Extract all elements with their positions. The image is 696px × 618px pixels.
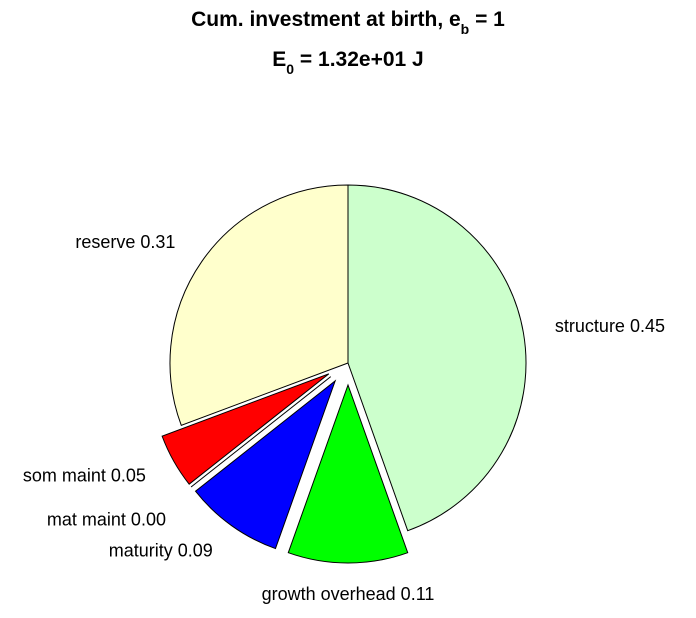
slice-label-structure: structure 0.45	[555, 316, 665, 336]
title-1-text: Cum. investment at birth, e	[191, 8, 461, 31]
pie-slice-maturity	[194, 379, 337, 550]
slice-label-som-maint: som maint 0.05	[23, 466, 146, 486]
chart-title-line-2: E0 = 1.32e+01 J	[0, 48, 696, 77]
slice-label-growth-overhead: growth overhead 0.11	[262, 584, 435, 604]
pie-slice-mat-maint	[190, 376, 332, 488]
title-1-subscript: b	[460, 21, 470, 37]
slice-label-maturity: maturity 0.09	[109, 540, 213, 560]
title-2-suffix: = 1.32e+01 J	[294, 48, 424, 71]
pie-slice-growth-overhead	[287, 383, 409, 564]
slice-label-mat-maint: mat maint 0.00	[47, 510, 166, 530]
pie-slice-som-maint	[161, 373, 330, 485]
title-2-subscript: 0	[286, 61, 295, 77]
pie-slice-structure	[347, 184, 527, 532]
slice-label-reserve: reserve 0.31	[75, 232, 175, 252]
chart-title-line-1: Cum. investment at birth, eb = 1	[0, 8, 696, 37]
pie-slice-reserve	[169, 184, 349, 426]
title-1-suffix: = 1	[469, 8, 505, 31]
title-2-text: E	[272, 48, 287, 71]
